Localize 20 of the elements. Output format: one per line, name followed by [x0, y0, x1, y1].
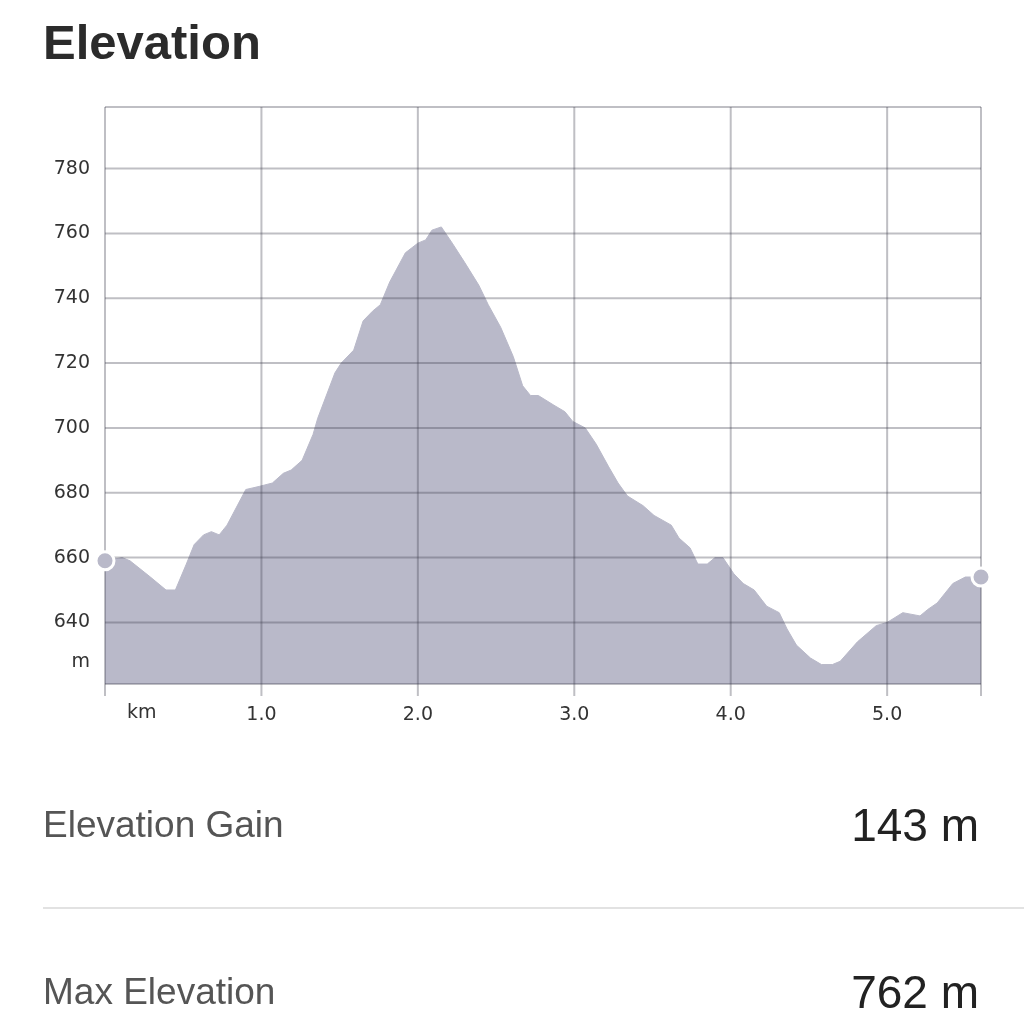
y-tick-label: 640 — [53, 609, 90, 632]
x-axis-title: km — [127, 700, 157, 723]
x-tick-label: 4.0 — [715, 702, 746, 725]
text: Elevation Gain — [43, 803, 284, 847]
x-tick-label: 5.0 — [872, 702, 903, 725]
text: 143 m — [851, 798, 979, 852]
y-axis-title: m — [71, 648, 90, 671]
y-tick-label: 740 — [53, 285, 90, 308]
y-tick-label: 700 — [53, 414, 90, 437]
y-tick-label: 680 — [53, 479, 90, 502]
y-tick-label: 660 — [53, 544, 90, 567]
y-tick-label: 780 — [53, 155, 90, 178]
x-tick-label: 3.0 — [559, 702, 590, 725]
text: Max Elevation — [43, 970, 276, 1014]
text: 762 m — [851, 965, 979, 1019]
x-tick-label: 2.0 — [402, 702, 433, 725]
y-tick-label: 720 — [53, 350, 90, 373]
chart-title: Elevation — [43, 15, 261, 69]
y-tick-label: 760 — [53, 220, 90, 243]
x-tick-label: 1.0 — [246, 702, 277, 725]
